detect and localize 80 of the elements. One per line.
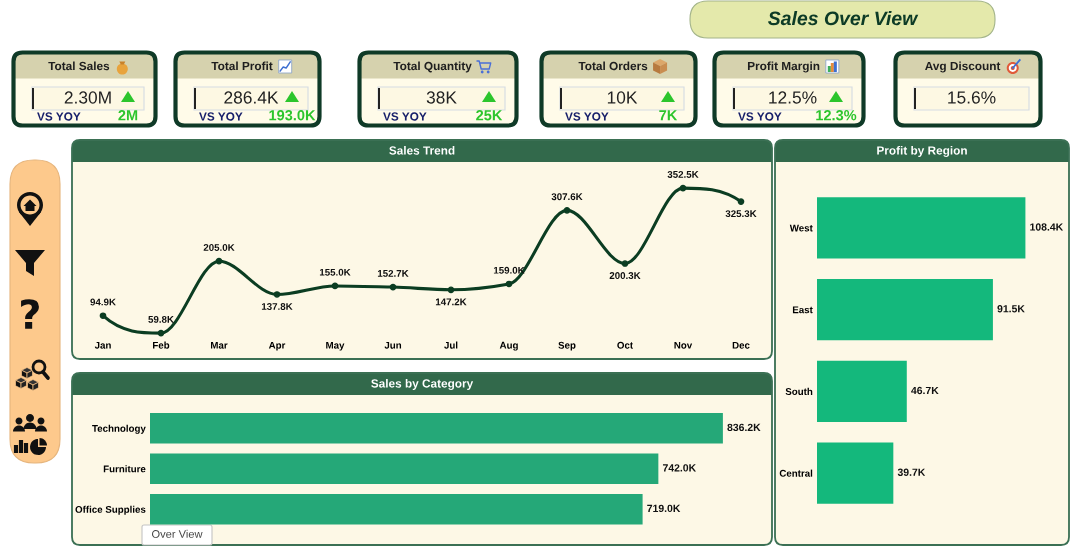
text: 2.30M <box>64 91 111 104</box>
x-tick-label: Apr <box>268 341 286 351</box>
point <box>621 260 629 267</box>
point <box>99 312 107 320</box>
data-label: 46.7K <box>911 386 939 395</box>
data-label: 108.4K <box>1030 223 1064 231</box>
data-label: 94.9K <box>90 298 116 306</box>
x-tick-label: May <box>326 341 345 351</box>
y-tick-label: Office Supplies <box>75 505 146 515</box>
data-label: 719.0K <box>647 504 681 513</box>
data-label: 325.3K <box>725 210 757 218</box>
text: 12.5% <box>769 91 817 104</box>
data-label: 836.2K <box>727 423 761 432</box>
chart-title: Sales by Category <box>371 378 474 391</box>
bar <box>817 197 1026 259</box>
x-tick-label: Feb <box>153 341 170 349</box>
text: Profit Margin <box>747 61 820 73</box>
point <box>447 286 455 294</box>
text: 15.6% <box>948 91 996 104</box>
x-tick-label: Jul <box>444 341 458 349</box>
point <box>389 283 397 291</box>
y-tick-label: Furniture <box>103 465 146 473</box>
point <box>679 184 687 192</box>
x-tick-label: Nov <box>674 341 693 349</box>
data-label: 352.5K <box>667 171 699 178</box>
point <box>273 291 281 298</box>
x-tick-label: Oct <box>617 341 633 349</box>
text: Avg Discount <box>925 61 1001 73</box>
chart-title: Sales Trend <box>389 146 455 155</box>
text: Total Orders <box>578 61 648 71</box>
text: Total Sales <box>48 61 110 71</box>
annotation: Over View <box>152 529 203 538</box>
y-tick-label: Technology <box>92 424 146 434</box>
data-label: 39.7K <box>897 468 926 476</box>
data-label: 152.7K <box>377 269 409 277</box>
text: Sales Over View <box>767 10 919 26</box>
text: VS YOY <box>37 112 81 121</box>
text: VS YOY <box>738 112 782 121</box>
y-tick-label: West <box>789 224 813 232</box>
text: Total Profit <box>211 61 273 71</box>
text: 38K <box>426 91 457 104</box>
chart-title: Profit by Region <box>877 145 967 158</box>
x-tick-label: Mar <box>211 341 228 349</box>
data-label: 59.8K <box>148 315 174 323</box>
x-tick-label: Dec <box>732 341 750 349</box>
bar <box>817 278 993 341</box>
text: 10K <box>607 91 638 104</box>
data-label: 155.0K <box>319 268 351 276</box>
y-tick-label: Central <box>779 469 813 477</box>
bar <box>817 360 907 423</box>
data-label: 307.6K <box>551 193 583 201</box>
x-tick-label: Jan <box>94 341 111 349</box>
x-tick-label: Aug <box>499 341 518 351</box>
point <box>505 280 513 288</box>
y-tick-label: South <box>785 387 813 395</box>
text: 12.3% <box>816 110 857 121</box>
data-label: 205.0K <box>203 244 235 251</box>
point <box>563 207 571 214</box>
text: VS YOY <box>565 112 609 121</box>
data-label: 147.2K <box>435 298 467 306</box>
point <box>157 329 165 337</box>
text: 2M <box>118 110 138 121</box>
data-label: 742.0K <box>662 464 697 472</box>
data-label: 137.8K <box>261 303 293 310</box>
text: 193.0K <box>269 110 316 121</box>
text: Total Quantity <box>393 61 472 73</box>
text: VS YOY <box>383 112 427 121</box>
data-label: 91.5K <box>997 305 1025 313</box>
data-label: 200.3K <box>609 272 641 280</box>
text: 286.4K <box>224 91 279 104</box>
x-tick-label: Sep <box>558 341 576 351</box>
point <box>737 198 745 205</box>
text: 7K <box>659 110 678 121</box>
point <box>331 282 339 290</box>
bar <box>817 442 894 504</box>
text: 25K <box>476 110 503 121</box>
y-tick-label: East <box>792 306 813 314</box>
x-tick-label: Jun <box>384 341 402 349</box>
point <box>215 257 223 265</box>
text: VS YOY <box>199 112 243 121</box>
